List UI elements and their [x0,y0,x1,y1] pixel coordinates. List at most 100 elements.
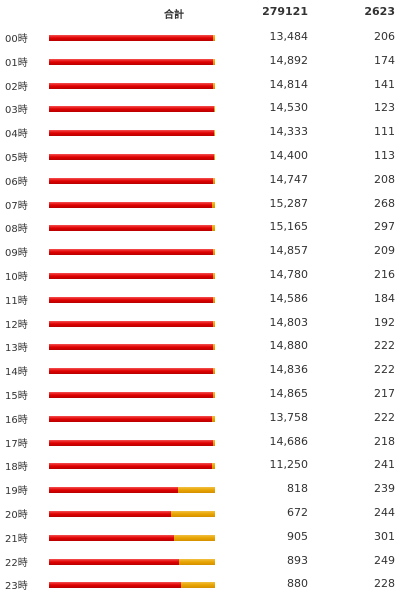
ratio-bar [49,582,215,589]
ratio-bar [49,272,215,279]
hour-label: 08時 [5,224,28,236]
ratio-bar [49,415,215,422]
table-row: 10時 14,780 216 [0,264,400,288]
ratio-bar-fill [49,106,214,113]
primary-value: 14,400 [269,148,309,162]
ratio-bar-fill [49,153,214,160]
hourly-rows: 00時 13,484 206 01時 14,892 174 02時 14,814 141 03時 1… [0,26,400,597]
hour-label: 04時 [5,129,28,141]
ratio-bar [49,463,215,470]
ratio-bar-fill [49,225,212,232]
secondary-value: 222 [374,339,395,353]
table-row: 06時 14,747 208 [0,169,400,193]
ratio-bar [49,558,215,565]
table-row: 20時 672 244 [0,502,400,526]
table-row: 17時 14,686 218 [0,431,400,455]
ratio-bar [49,510,215,517]
secondary-value: 268 [374,196,395,210]
table-header: 合計 279121 2623 [0,0,400,26]
total-label: 合計 [164,10,184,21]
primary-value: 14,686 [269,434,309,448]
primary-value: 14,880 [269,339,309,353]
hour-label: 14時 [5,367,28,379]
table-row: 18時 11,250 241 [0,454,400,478]
table-row: 13時 14,880 222 [0,335,400,359]
ratio-bar-fill [49,130,214,137]
table-row: 23時 880 228 [0,573,400,597]
ratio-bar-fill [49,296,213,303]
table-row: 01時 14,892 174 [0,50,400,74]
ratio-bar-fill [49,534,174,541]
table-row: 19時 818 239 [0,478,400,502]
secondary-value: 249 [374,553,395,567]
secondary-value: 208 [374,172,395,186]
ratio-bar-fill [49,487,178,494]
hour-label: 00時 [5,34,28,45]
primary-value: 14,530 [269,101,309,115]
secondary-value: 184 [374,291,395,305]
table-row: 04時 14,333 111 [0,121,400,145]
table-row: 21時 905 301 [0,526,400,550]
table-row: 16時 13,758 222 [0,407,400,431]
secondary-value: 209 [374,244,395,258]
secondary-value: 222 [374,410,395,424]
table-row: 07時 15,287 268 [0,193,400,217]
table-row: 08時 15,165 297 [0,216,400,240]
hour-label: 19時 [5,486,28,498]
hour-label: 11時 [5,295,28,307]
secondary-value: 228 [374,577,395,591]
primary-value: 893 [287,553,308,567]
hour-label: 09時 [5,248,28,260]
ratio-bar [49,487,215,494]
hour-label: 22時 [5,557,28,569]
secondary-value: 218 [374,434,395,448]
table-row: 14時 14,836 222 [0,359,400,383]
primary-value: 15,287 [269,196,309,210]
hour-label: 17時 [5,438,28,450]
ratio-bar [49,58,215,65]
ratio-bar-fill [49,510,171,517]
ratio-bar [49,439,215,446]
ratio-bar [49,368,215,375]
ratio-bar-fill [49,368,213,375]
ratio-bar [49,534,215,541]
primary-value: 15,165 [269,220,309,234]
table-row: 22時 893 249 [0,550,400,574]
secondary-value: 141 [374,77,395,91]
primary-value: 14,586 [269,291,309,305]
primary-value: 14,892 [269,53,309,67]
ratio-bar-fill [49,272,213,279]
ratio-bar-fill [49,439,213,446]
ratio-bar [49,177,215,184]
table-row: 00時 13,484 206 [0,26,400,50]
ratio-bar [49,35,215,41]
ratio-bar-fill [49,320,213,327]
hour-label: 13時 [5,343,28,355]
primary-value: 14,747 [269,172,309,186]
hour-label: 15時 [5,390,28,402]
primary-value: 14,865 [269,386,309,400]
hour-label: 12時 [5,319,28,331]
secondary-value: 222 [374,363,395,377]
hour-label: 05時 [5,152,28,164]
hour-label: 18時 [5,462,28,474]
hour-label: 20時 [5,509,28,521]
ratio-bar [49,106,215,113]
ratio-bar-fill [49,391,213,398]
hour-label: 21時 [5,533,28,545]
ratio-bar [49,296,215,303]
primary-value: 14,803 [269,315,309,329]
primary-value: 14,836 [269,363,309,377]
ratio-bar-fill [49,58,214,65]
ratio-bar-fill [49,582,181,589]
ratio-bar [49,320,215,327]
primary-value: 14,814 [269,77,309,91]
primary-value: 14,857 [269,244,309,258]
table-row: 15時 14,865 217 [0,383,400,407]
primary-value: 14,333 [269,125,309,139]
primary-value: 672 [287,505,308,519]
secondary-value: 239 [374,482,395,496]
primary-value: 13,484 [269,30,309,43]
ratio-bar [49,344,215,351]
table-row: 09時 14,857 209 [0,240,400,264]
